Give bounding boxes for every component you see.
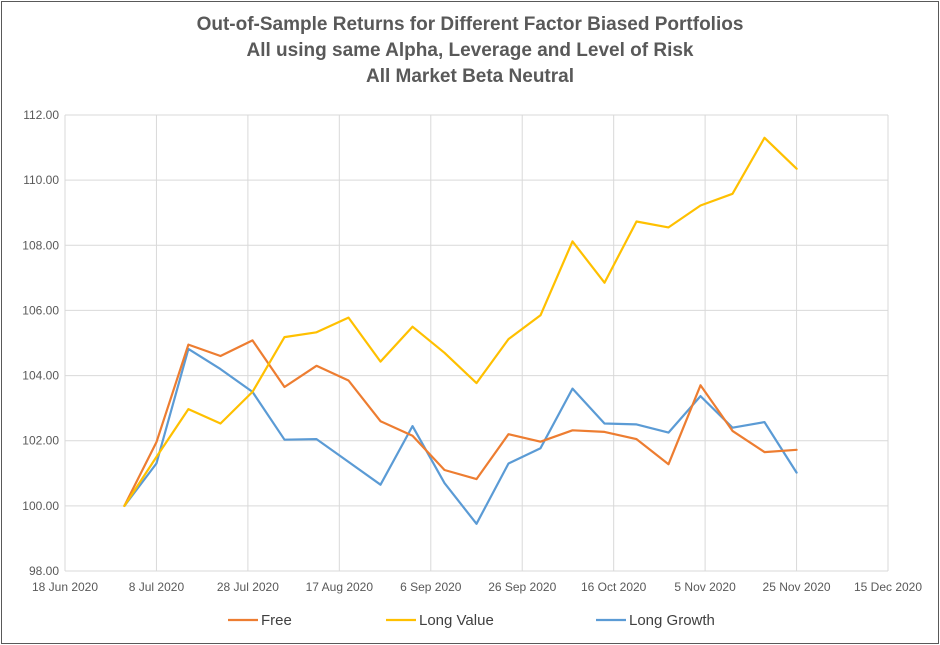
series-line-long-value — [123, 136, 798, 507]
y-tick-label: 104.00 — [22, 369, 59, 383]
x-tick-label: 26 Sep 2020 — [488, 580, 556, 594]
y-tick-label: 102.00 — [22, 434, 59, 448]
gridlines — [64, 114, 889, 572]
x-tick-label: 6 Sep 2020 — [400, 580, 462, 594]
y-tick-label: 112.00 — [23, 108, 59, 122]
series-line-long-growth — [123, 347, 798, 525]
chart-title-line-2: All using same Alpha, Leverage and Level… — [246, 40, 694, 61]
y-tick-label: 110.00 — [23, 173, 59, 187]
x-axis-ticks: 18 Jun 2020 8 Jul 2020 28 Jul 2020 17 Aug 2… — [32, 580, 922, 594]
x-tick-label: 15 Dec 2020 — [854, 580, 922, 594]
x-tick-label: 28 Jul 2020 — [217, 580, 279, 594]
legend: Free Long Value Long Growth — [228, 612, 715, 629]
y-tick-label: 98.00 — [29, 564, 59, 578]
y-axis-ticks: 98.00 100.00 102.00 104.00 106.00 108.00 110.0… — [22, 108, 59, 578]
y-tick-label: 106.00 — [22, 303, 59, 317]
y-tick-label: 108.00 — [22, 238, 59, 252]
x-tick-label: 17 Aug 2020 — [306, 580, 374, 594]
series-lines — [123, 136, 798, 525]
series-line-free — [123, 339, 798, 507]
legend-label: Long Growth — [629, 612, 715, 629]
x-tick-label: 5 Nov 2020 — [674, 580, 736, 594]
chart-title: Out-of-Sample Returns for Different Fact… — [0, 12, 940, 90]
x-tick-label: 8 Jul 2020 — [129, 580, 185, 594]
x-tick-label: 25 Nov 2020 — [763, 580, 831, 594]
chart-title-line-3: All Market Beta Neutral — [365, 66, 574, 87]
y-tick-label: 100.00 — [22, 499, 59, 513]
chart-title-line-1: Out-of-Sample Returns for Different Fact… — [196, 14, 744, 35]
legend-label: Long Value — [419, 612, 494, 629]
legend-label: Free — [261, 612, 292, 629]
x-tick-label: 18 Jun 2020 — [32, 580, 98, 594]
x-tick-label: 16 Oct 2020 — [581, 580, 647, 594]
